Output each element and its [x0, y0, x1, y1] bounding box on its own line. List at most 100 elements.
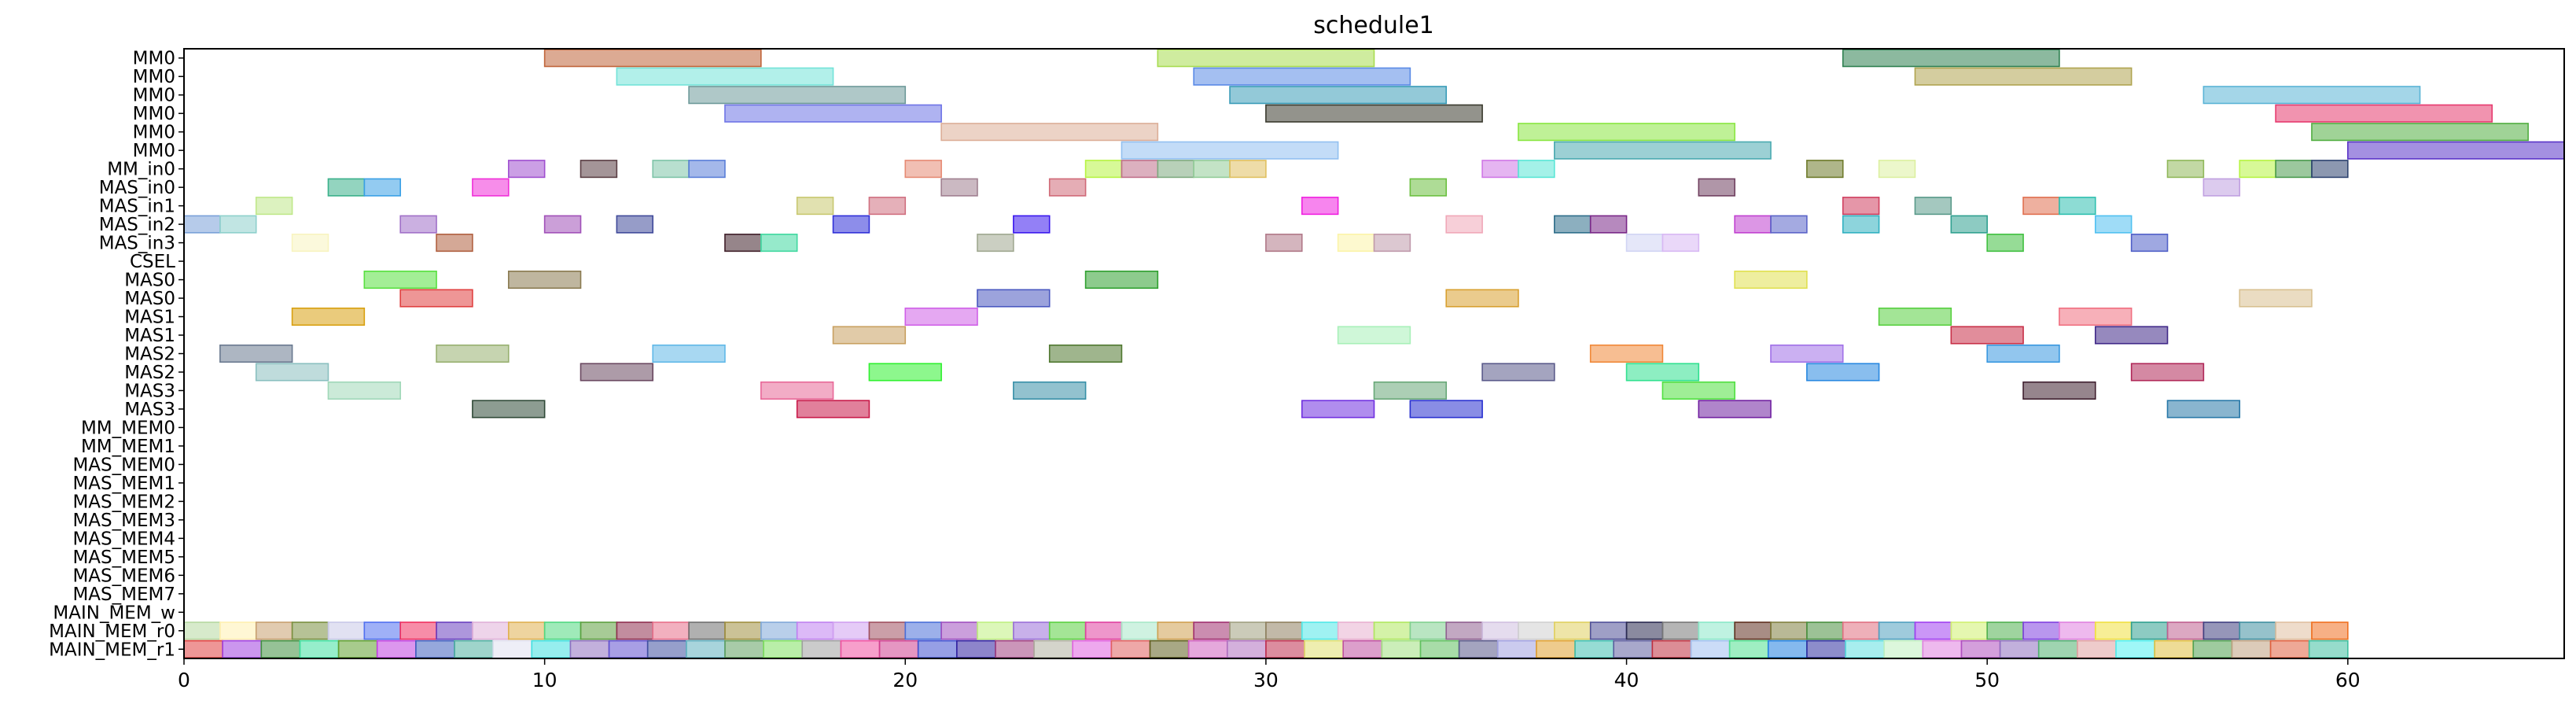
- task-bar: [507, 160, 546, 179]
- memory-bar: [507, 621, 546, 640]
- task-bar: [868, 197, 907, 216]
- task-bar: [2059, 307, 2133, 326]
- task-bar: [868, 363, 942, 382]
- memory-bar: [1651, 640, 1692, 658]
- memory-bar: [2239, 621, 2276, 640]
- task-bar: [1734, 215, 1772, 234]
- task-bar: [2202, 178, 2241, 197]
- task-bar: [1554, 215, 1592, 234]
- memory-bar: [2308, 640, 2349, 658]
- task-bar: [219, 344, 293, 363]
- memory-bar: [1481, 621, 1519, 640]
- y-tick-label: MAS_in0: [99, 178, 175, 198]
- memory-bar: [1698, 621, 1735, 640]
- task-bar: [1662, 234, 1700, 253]
- task-bar: [1193, 160, 1231, 179]
- task-bar: [1373, 381, 1448, 400]
- memory-bar: [2059, 621, 2096, 640]
- y-tick-label: MAS1: [124, 326, 175, 346]
- memory-bar: [616, 621, 654, 640]
- task-bar: [1013, 215, 1051, 234]
- task-bar: [1625, 363, 1700, 382]
- task-bar: [580, 363, 654, 382]
- memory-bar: [1496, 640, 1537, 658]
- y-tick-label: MAS_MEM1: [72, 474, 175, 494]
- task-bar: [1950, 215, 1988, 234]
- memory-bar: [1842, 621, 1880, 640]
- memory-bar: [222, 640, 263, 658]
- memory-bar: [2154, 640, 2195, 658]
- memory-bar: [1767, 640, 1808, 658]
- task-bar: [1554, 141, 1772, 160]
- task-bar: [2275, 160, 2313, 179]
- x-tick-label: 10: [532, 669, 558, 691]
- memory-bar: [1458, 640, 1499, 658]
- memory-bar: [2077, 640, 2117, 658]
- task-bar: [904, 307, 978, 326]
- x-tick-label: 50: [1974, 669, 2000, 691]
- task-bar: [1157, 160, 1194, 179]
- task-bar: [183, 215, 221, 234]
- task-bar: [652, 160, 690, 179]
- task-bar: [363, 178, 401, 197]
- memory-bar: [580, 621, 618, 640]
- task-bar: [2275, 104, 2493, 123]
- task-bar: [1986, 234, 2024, 253]
- y-tick-label: MAS_in3: [99, 234, 175, 254]
- task-bar: [1914, 67, 2133, 86]
- task-bar: [616, 67, 834, 86]
- memory-bar: [454, 640, 494, 658]
- memory-bar: [569, 640, 610, 658]
- memory-bar: [2130, 621, 2169, 640]
- memory-bar: [1445, 621, 1483, 640]
- task-bar: [1301, 400, 1375, 419]
- y-tick-label: MM0: [133, 104, 175, 124]
- memory-bar: [688, 621, 726, 640]
- task-bar: [1048, 344, 1123, 363]
- task-bar: [1842, 215, 1880, 234]
- task-bar: [1878, 160, 1916, 179]
- task-bar: [1698, 178, 1735, 197]
- memory-bar: [763, 640, 804, 658]
- task-bar: [2239, 289, 2313, 308]
- memory-bar: [1878, 621, 1916, 640]
- memory-bar: [1950, 621, 1988, 640]
- task-bar: [1229, 160, 1267, 179]
- memory-bar: [652, 621, 690, 640]
- memory-bar: [2311, 621, 2349, 640]
- memory-bar: [1960, 640, 2001, 658]
- memory-bar: [796, 621, 834, 640]
- memory-bar: [1419, 640, 1460, 658]
- task-bar: [652, 344, 726, 363]
- task-bar: [1229, 86, 1448, 105]
- memory-bar: [1187, 640, 1228, 658]
- memory-bar: [1304, 640, 1344, 658]
- task-bar: [2166, 400, 2241, 419]
- plot-frame: [183, 48, 2565, 659]
- task-bar: [1084, 160, 1123, 179]
- memory-bar: [724, 621, 762, 640]
- memory-bar: [2022, 621, 2060, 640]
- task-bar: [1950, 326, 2024, 345]
- memory-bar: [1301, 621, 1339, 640]
- task-bar: [1337, 326, 1411, 345]
- y-tick-label: MM0: [133, 123, 175, 143]
- task-bar: [1013, 381, 1087, 400]
- task-bar: [291, 234, 329, 253]
- task-bar: [1337, 234, 1375, 253]
- memory-bar: [1536, 640, 1576, 658]
- memory-bar: [1806, 621, 1844, 640]
- task-bar: [2022, 381, 2096, 400]
- memory-bar: [1033, 640, 1074, 658]
- task-bar: [977, 289, 1051, 308]
- memory-bar: [2115, 640, 2155, 658]
- memory-bar: [1265, 640, 1305, 658]
- memory-bar: [472, 621, 510, 640]
- task-bar: [724, 234, 762, 253]
- task-bar: [616, 215, 654, 234]
- y-tick-label: MM_MEM0: [81, 418, 175, 438]
- y-tick-label: MAS2: [124, 363, 175, 383]
- task-bar: [832, 215, 870, 234]
- memory-bar: [1690, 640, 1731, 658]
